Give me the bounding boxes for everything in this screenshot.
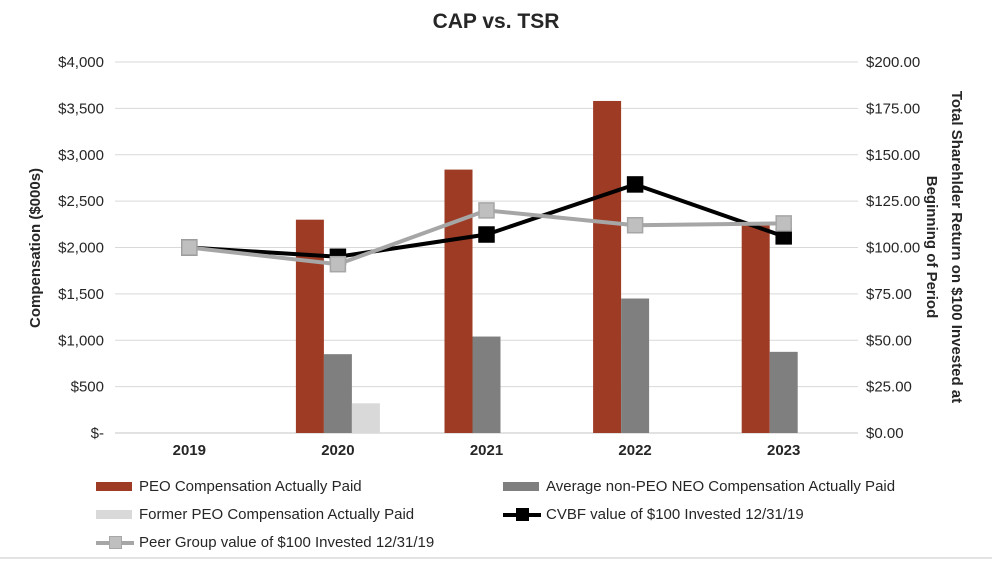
legend-swatch-peo-cap (96, 481, 132, 491)
legend-label: CVBF value of $100 Invested 12/31/19 (546, 505, 804, 523)
bar-series1-2023 (769, 351, 798, 433)
right-axis-tick-label: $100.00 (866, 240, 920, 257)
marker-series1-2022 (626, 216, 644, 234)
right-axis-title-line1: Total Sharehlder Return on $100 Invested… (948, 91, 965, 403)
bar-series1-2020 (323, 354, 352, 433)
x-axis-label-2020: 2020 (321, 442, 354, 459)
left-axis-tick-label: $3,500 (58, 100, 104, 117)
right-axis-tick-label: $0.00 (866, 425, 904, 442)
plot-area: $- $0.00 $500 $25.00 $1,000 $50.00 $1,500 $75.0… (27, 54, 965, 459)
right-axis-title-line2: Beginning of Period (923, 176, 940, 319)
bar-series-layer (295, 100, 798, 433)
left-axis-tick-label: $1,500 (58, 286, 104, 303)
legend-item-peo-cap: PEO Compensation Actually Paid (96, 477, 362, 495)
legend-label: Average non-PEO NEO Compensation Actuall… (546, 477, 896, 495)
right-axis-tick-label: $25.00 (866, 379, 912, 396)
left-axis-tick-label: $2,000 (58, 240, 104, 257)
legend-label: Peer Group value of $100 Invested 12/31/… (139, 533, 435, 551)
legend-item-nonpeo-cap: Average non-PEO NEO Compensation Actuall… (503, 477, 896, 495)
bar-series0-2023 (741, 225, 770, 433)
gridlines (115, 61, 858, 434)
legend-swatch-former-peo-cap (96, 509, 132, 519)
left-axis-tick-label: $4,000 (58, 54, 104, 71)
left-axis-tick-label: $3,000 (58, 147, 104, 164)
chart-title: CAP vs. TSR (432, 10, 560, 33)
marker-series0-2022 (626, 176, 644, 193)
line-series-layer (181, 176, 792, 273)
marker-series1-2023 (775, 215, 792, 232)
marker-series1-2020 (329, 255, 347, 273)
legend-swatch-nonpeo-cap (503, 481, 539, 491)
left-axis-tick-label: $2,500 (58, 193, 104, 210)
marker-series1-2021 (478, 202, 495, 219)
right-axis-tick-label: $175.00 (866, 100, 920, 117)
legend-item-peer-line: Peer Group value of $100 Invested 12/31/… (96, 533, 435, 551)
right-axis-tick-label: $200.00 (866, 54, 920, 71)
x-axis-label-2022: 2022 (618, 442, 651, 459)
bar-series0-2022 (593, 100, 622, 433)
chart-legend: PEO Compensation Actually Paid Average n… (0, 470, 992, 556)
legend-label: PEO Compensation Actually Paid (139, 477, 362, 495)
bottom-divider (0, 557, 992, 559)
right-axis-tick-label: $150.00 (866, 147, 920, 164)
legend-label: Former PEO Compensation Actually Paid (139, 505, 415, 523)
marker-series1-2019 (181, 239, 198, 256)
bar-series0-2021 (444, 169, 473, 433)
legend-item-former-peo-cap: Former PEO Compensation Actually Paid (96, 505, 415, 523)
bar-series0-2020 (295, 219, 324, 433)
legend-swatch-peer-line (96, 535, 134, 550)
right-axis-tick-label: $125.00 (866, 193, 920, 210)
bar-series1-2021 (472, 336, 501, 433)
axis-tick-labels: $- $0.00 $500 $25.00 $1,000 $50.00 $1,500 $75.0… (58, 54, 920, 459)
right-axis-tick-label: $50.00 (866, 332, 912, 349)
line-series0 (189, 182, 785, 259)
x-axis-label-2021: 2021 (470, 442, 503, 459)
bar-series2-2020 (351, 403, 380, 433)
left-axis-tick-label: $1,000 (58, 332, 104, 349)
left-axis-tick-label: $- (91, 425, 104, 442)
x-axis-label-2019: 2019 (173, 442, 206, 459)
right-axis-tick-label: $75.00 (866, 286, 912, 303)
legend-swatch-cvbf-line (503, 507, 541, 522)
marker-series0-2021 (478, 226, 495, 243)
left-axis-title: Compensation ($000s) (27, 168, 44, 328)
left-axis-tick-label: $500 (71, 379, 104, 396)
bar-series1-2022 (621, 298, 650, 433)
legend-item-cvbf-line: CVBF value of $100 Invested 12/31/19 (503, 505, 804, 523)
x-axis-label-2023: 2023 (767, 442, 800, 459)
